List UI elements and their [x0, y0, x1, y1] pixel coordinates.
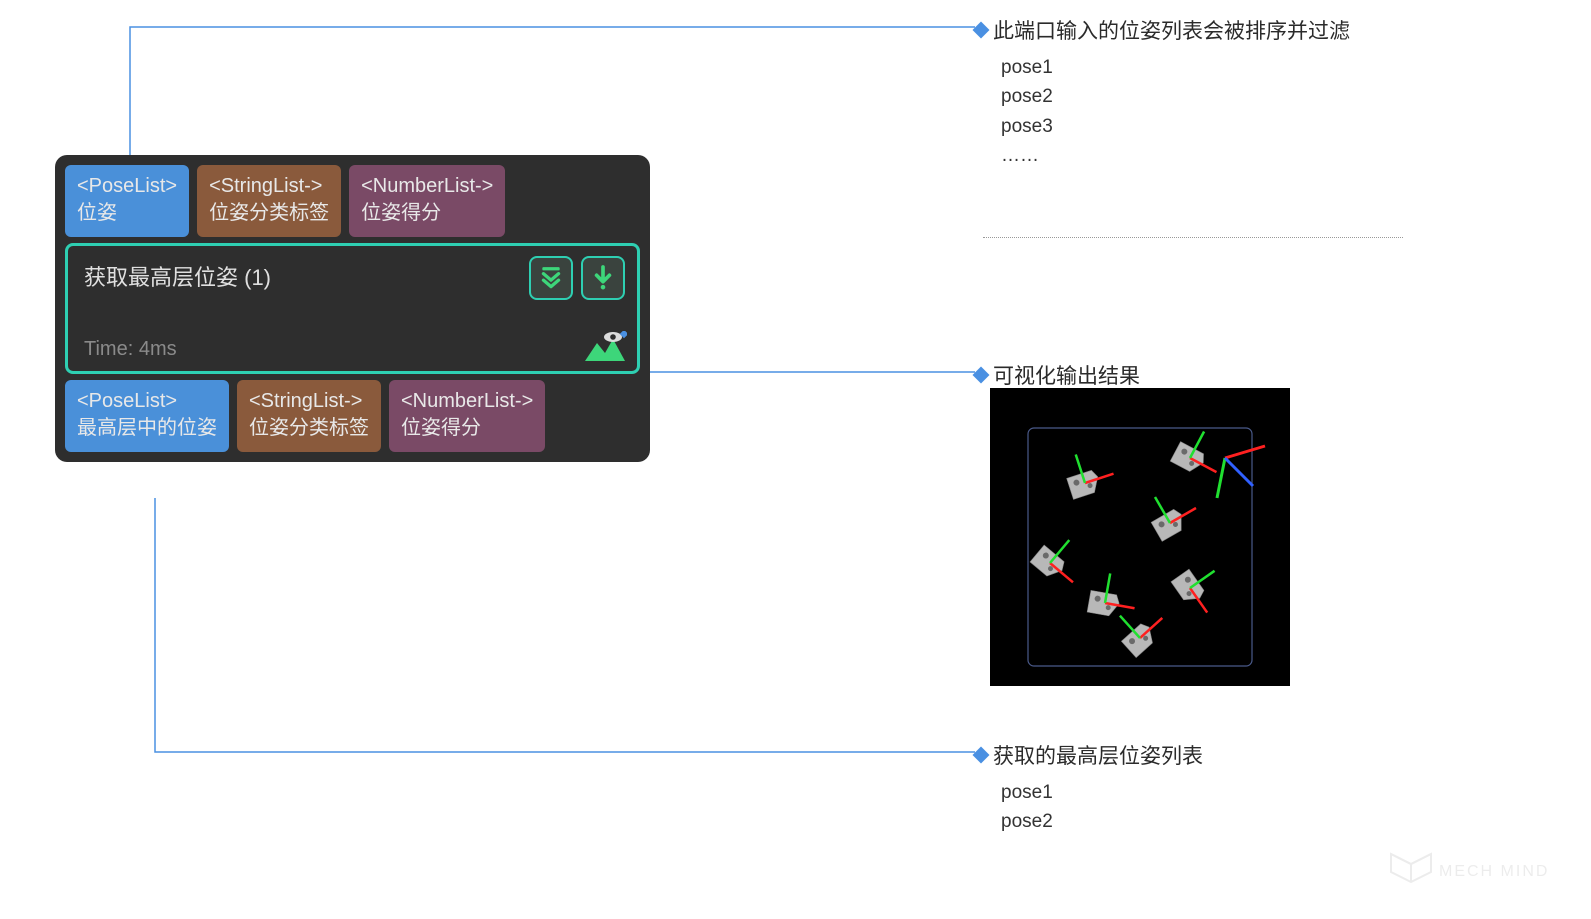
annotation-items: pose1 pose2 pose3 …… [1001, 53, 1350, 171]
annotation-visualization: 可视化输出结果 [975, 360, 1140, 390]
annotation-input: 此端口输入的位姿列表会被排序并过滤 pose1 pose2 pose3 …… [975, 15, 1350, 171]
input-port-string-list[interactable]: <StringList-> 位姿分类标签 [197, 165, 341, 237]
run-step-button[interactable] [581, 256, 625, 300]
expand-all-button[interactable] [529, 256, 573, 300]
output-port-pose-list[interactable]: <PoseList> 最高层中的位姿 [65, 380, 229, 452]
port-label: 位姿 [77, 200, 177, 227]
visualization-thumbnail [990, 388, 1290, 686]
step-node: <PoseList> 位姿 <StringList-> 位姿分类标签 <Numb… [55, 155, 650, 462]
port-type: <NumberList-> [361, 173, 493, 200]
annotation-items: pose1 pose2 [1001, 778, 1203, 837]
port-label: 位姿得分 [361, 200, 493, 227]
port-label: 位姿得分 [401, 415, 533, 442]
port-label: 最高层中的位姿 [77, 415, 217, 442]
list-item: pose1 [1001, 53, 1350, 82]
node-body[interactable]: 获取最高层位姿 (1) Time: 4ms [65, 243, 640, 374]
svg-text:MECH MIND: MECH MIND [1439, 863, 1549, 880]
annotation-title: 可视化输出结果 [993, 360, 1140, 390]
arrow-down-icon [592, 265, 614, 291]
input-ports-row: <PoseList> 位姿 <StringList-> 位姿分类标签 <Numb… [65, 165, 640, 237]
node-action-buttons [529, 256, 625, 300]
diamond-bullet-icon [973, 22, 990, 39]
annotation-title: 此端口输入的位姿列表会被排序并过滤 [993, 15, 1350, 45]
output-port-string-list[interactable]: <StringList-> 位姿分类标签 [237, 380, 381, 452]
double-chevron-down-icon [538, 265, 564, 291]
node-time-label: Time: 4ms [84, 338, 621, 361]
list-item: …… [1001, 141, 1350, 170]
diamond-bullet-icon [973, 367, 990, 384]
output-ports-row: <PoseList> 最高层中的位姿 <StringList-> 位姿分类标签 … [65, 380, 640, 452]
port-type: <StringList-> [209, 173, 329, 200]
port-type: <NumberList-> [401, 388, 533, 415]
diamond-bullet-icon [973, 747, 990, 764]
list-item: pose2 [1001, 82, 1350, 111]
input-port-pose-list[interactable]: <PoseList> 位姿 [65, 165, 189, 237]
port-label: 位姿分类标签 [209, 200, 329, 227]
input-port-number-list[interactable]: <NumberList-> 位姿得分 [349, 165, 505, 237]
watermark: MECH MIND [1381, 846, 1561, 901]
port-label: 位姿分类标签 [249, 415, 369, 442]
port-type: <PoseList> [77, 173, 177, 200]
list-item: pose2 [1001, 807, 1203, 836]
section-divider [983, 237, 1403, 238]
port-type: <PoseList> [77, 388, 217, 415]
visualize-output-icon[interactable] [583, 331, 623, 365]
port-type: <StringList-> [249, 388, 369, 415]
output-port-number-list[interactable]: <NumberList-> 位姿得分 [389, 380, 545, 452]
list-item: pose1 [1001, 778, 1203, 807]
list-item: pose3 [1001, 112, 1350, 141]
annotation-output: 获取的最高层位姿列表 pose1 pose2 [975, 740, 1203, 837]
annotation-title: 获取的最高层位姿列表 [993, 740, 1203, 770]
